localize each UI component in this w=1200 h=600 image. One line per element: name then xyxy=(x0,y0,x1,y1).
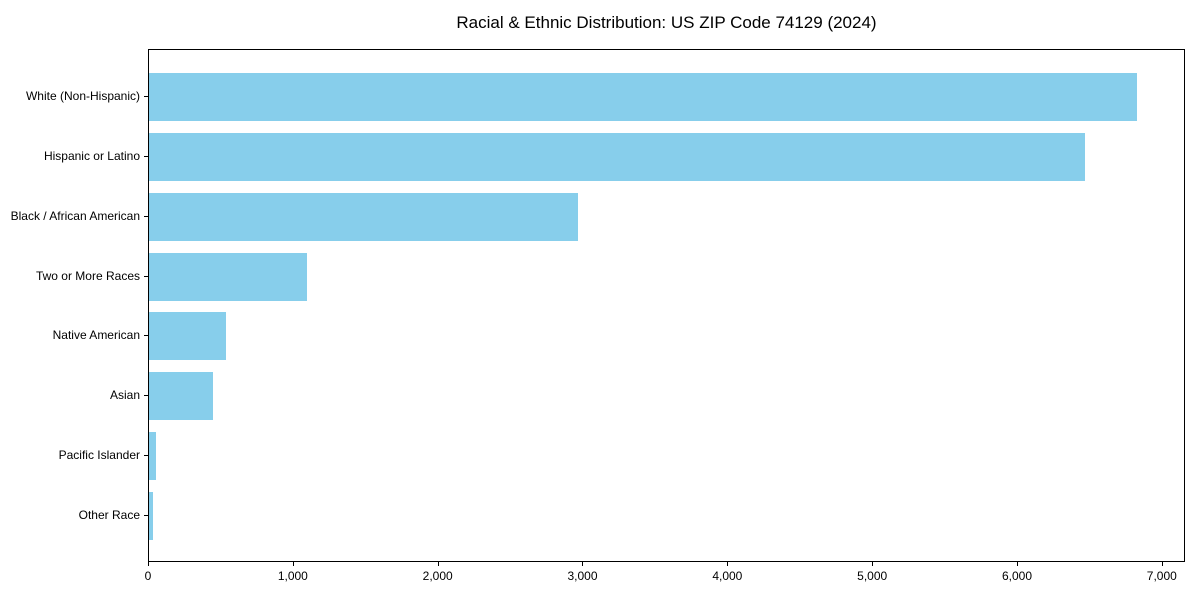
y-tick-mark xyxy=(144,96,148,98)
bar xyxy=(149,252,307,301)
bar xyxy=(149,491,154,540)
x-tick-mark xyxy=(437,562,439,566)
y-category-label: Two or More Races xyxy=(35,268,140,283)
x-tick-label: 7,000 xyxy=(1146,569,1177,583)
y-category-label: Hispanic or Latino xyxy=(43,149,140,164)
bar xyxy=(149,73,1137,122)
bar xyxy=(149,372,213,421)
x-tick-label: 4,000 xyxy=(712,569,743,583)
y-tick-mark xyxy=(144,454,148,456)
bar xyxy=(149,192,578,241)
y-tick-mark xyxy=(144,395,148,397)
x-tick-mark xyxy=(1016,562,1018,566)
x-tick-label: 2,000 xyxy=(422,569,453,583)
y-category-label: Pacific Islander xyxy=(58,447,140,462)
x-tick-mark xyxy=(582,562,584,566)
x-tick-label: 5,000 xyxy=(857,569,888,583)
y-tick-mark xyxy=(144,514,148,516)
bar xyxy=(149,133,1085,182)
y-category-label: Native American xyxy=(52,328,140,343)
bar xyxy=(149,431,157,480)
x-tick-label: 1,000 xyxy=(277,569,308,583)
x-tick-label: 6,000 xyxy=(1001,569,1032,583)
y-category-label: Black / African American xyxy=(10,208,140,223)
y-tick-mark xyxy=(144,335,148,337)
x-tick-label: 0 xyxy=(144,569,152,583)
x-tick-mark xyxy=(1161,562,1163,566)
y-tick-mark xyxy=(144,215,148,217)
plot-area xyxy=(148,49,1185,562)
x-tick-mark xyxy=(148,562,149,566)
bar xyxy=(149,312,226,361)
x-tick-label: 3,000 xyxy=(567,569,598,583)
y-tick-mark xyxy=(144,275,148,277)
y-tick-mark xyxy=(144,156,148,158)
chart-title: Racial & Ethnic Distribution: US ZIP Cod… xyxy=(456,13,877,32)
y-category-label: Asian xyxy=(109,388,140,403)
y-category-label: White (Non-Hispanic) xyxy=(25,89,140,104)
x-tick-mark xyxy=(872,562,874,566)
x-tick-mark xyxy=(727,562,729,566)
y-category-label: Other Race xyxy=(78,507,140,522)
x-tick-mark xyxy=(292,562,294,566)
